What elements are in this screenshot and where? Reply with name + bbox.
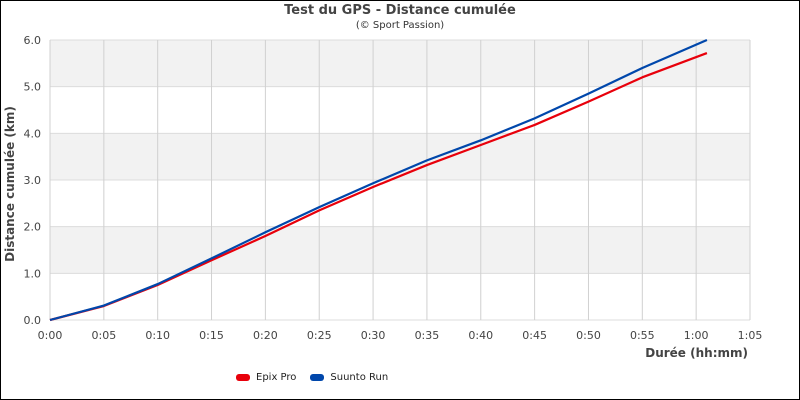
legend: Epix Pro Suunto Run — [236, 372, 388, 383]
chart-title: Test du GPS - Distance cumulée — [284, 3, 516, 18]
x-tick-label: 0:40 — [468, 329, 493, 342]
x-axis-title: Durée (hh:mm) — [645, 346, 748, 360]
grid-band — [50, 226, 750, 274]
legend-label: Epix Pro — [256, 372, 297, 383]
y-tick-label: 4.0 — [24, 127, 42, 140]
x-tick-label: 0:35 — [415, 329, 440, 342]
legend-swatch — [236, 374, 250, 381]
x-tick-label: 0:10 — [145, 329, 170, 342]
y-tick-label: 3.0 — [24, 174, 42, 187]
y-tick-label: 0.0 — [24, 314, 42, 327]
legend-label: Suunto Run — [330, 372, 389, 383]
x-tick-label: 0:20 — [253, 329, 278, 342]
legend-swatch — [310, 374, 325, 381]
x-tick-label: 0:05 — [91, 329, 116, 342]
x-tick-label: 0:30 — [361, 329, 386, 342]
y-tick-label: 1.0 — [24, 267, 42, 280]
x-tick-label: 1:00 — [684, 329, 709, 342]
x-tick-label: 0:50 — [576, 329, 601, 342]
y-axis-title: Distance cumulée (km) — [3, 106, 17, 262]
series-line-suunto-run — [49, 38, 708, 322]
x-tick-label: 0:45 — [522, 329, 547, 342]
y-tick-label: 6.0 — [24, 34, 42, 47]
chart-subtitle: (© Sport Passion) — [355, 20, 445, 31]
x-tick-label: 0:25 — [307, 329, 332, 342]
series-line-epix-pro — [49, 52, 708, 322]
legend-item[interactable]: Suunto Run — [310, 372, 388, 383]
y-tick-label: 5.0 — [24, 81, 42, 94]
x-tick-label: 0:00 — [38, 329, 63, 342]
legend-item[interactable]: Epix Pro — [236, 372, 296, 383]
x-tick-label: 0:15 — [199, 329, 224, 342]
x-tick-label: 1:05 — [738, 329, 763, 342]
grid-band — [50, 40, 750, 87]
x-tick-label: 0:55 — [630, 329, 655, 342]
y-tick-label: 2.0 — [24, 221, 42, 234]
